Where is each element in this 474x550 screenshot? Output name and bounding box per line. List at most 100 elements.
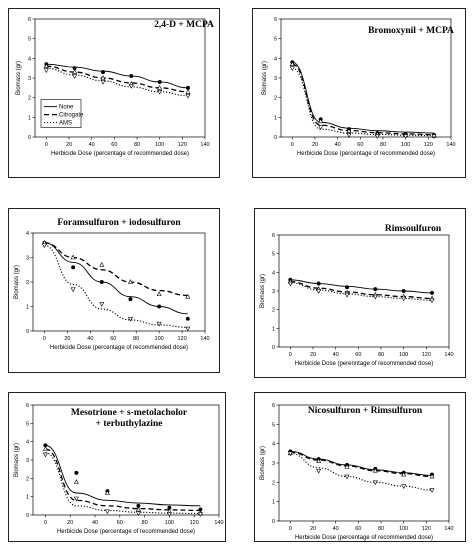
x-tick-label: 60 (117, 520, 123, 526)
data-point-ams (157, 89, 163, 95)
series-line-citrogate (292, 63, 435, 136)
y-tick-label: 5 (28, 37, 31, 43)
data-point-none (99, 279, 104, 285)
data-point-citrogate (72, 69, 78, 74)
series-line-ams (290, 452, 433, 491)
x-axis-label: Herbicide Dose (percentage of recommende… (295, 535, 433, 541)
y-tick-label: 0 (28, 135, 31, 141)
x-axis-label: Herbicide Dose (percentage of recommende… (51, 151, 189, 157)
y-axis-label: Biomass (gr) (262, 61, 268, 95)
data-point-none (157, 304, 162, 309)
x-tick-label: 140 (200, 142, 209, 148)
x-tick-label: 80 (133, 336, 139, 342)
data-point-none (185, 316, 190, 321)
data-point-ams (42, 452, 48, 458)
x-tick-label: 80 (380, 142, 386, 148)
y-tick-label: 1 (26, 305, 29, 311)
data-point-citrogate (372, 467, 378, 473)
chart-panel-4: 0 1 2 3 4 5 6 0 20 40 60 80 100 120 140 Herbicide Dose … (254, 208, 466, 378)
data-point-ams (185, 93, 191, 99)
x-tick-label: 100 (155, 142, 164, 148)
data-point-none (344, 285, 350, 290)
y-tick-label: 3 (26, 458, 29, 464)
data-point-ams (372, 480, 378, 486)
y-tick-label: 3 (272, 289, 275, 295)
y-tick-label: 1 (272, 326, 275, 332)
data-point-citrogate (185, 293, 191, 299)
y-tick-label: 4 (26, 440, 29, 446)
data-point-citrogate (70, 254, 76, 260)
series-line-ams (46, 67, 189, 97)
data-point-ams (346, 133, 352, 138)
x-tick-label: 80 (134, 142, 140, 148)
x-tick-label: 40 (335, 142, 341, 148)
x-tick-label: 60 (111, 142, 117, 148)
y-tick-label: 3 (272, 461, 275, 467)
x-tick-label: 100 (155, 336, 164, 342)
data-point-citrogate (344, 464, 350, 469)
series-line-none (290, 279, 433, 294)
data-point-citrogate (318, 118, 324, 124)
data-point-ams (287, 281, 293, 287)
data-point-ams (128, 84, 134, 89)
data-point-citrogate (289, 61, 295, 67)
x-tick-label: 20 (310, 526, 316, 532)
data-point-ams (72, 74, 78, 79)
x-tick-label: 0 (44, 520, 47, 526)
x-tick-label: 80 (378, 526, 384, 532)
y-tick-label: 3 (26, 256, 29, 262)
y-tick-label: 6 (26, 403, 29, 409)
data-point-none (74, 470, 79, 475)
data-point-citrogate (43, 63, 49, 68)
legend-label: Citrogate (59, 113, 84, 119)
data-point-ams (401, 484, 407, 490)
data-point-citrogate (73, 479, 79, 484)
chart-panel-2: 0 1 2 3 4 5 6 0 20 40 60 80 100 120 140 Herbicide Dose … (252, 8, 466, 178)
y-tick-label: 5 (272, 252, 275, 258)
series-line-ams (45, 452, 201, 515)
x-axis-label: Herbicide Dose (perenntage of recommende… (295, 361, 433, 367)
y-tick-label: 4 (26, 231, 29, 237)
y-tick-label: 0 (272, 345, 275, 351)
series-line-none (292, 61, 435, 134)
x-tick-label: 60 (355, 526, 361, 532)
y-tick-label: 6 (272, 233, 275, 239)
y-tick-label: 4 (272, 270, 275, 276)
y-tick-label: 4 (272, 442, 275, 448)
chart-panel-6: 0 1 2 3 4 5 6 0 20 40 60 80 100 120 140 Herbicide Dose … (254, 392, 466, 542)
data-point-none (128, 297, 133, 302)
data-point-citrogate (429, 473, 435, 479)
data-point-ams (344, 474, 350, 480)
y-tick-label: 1 (274, 115, 277, 121)
data-point-ams (289, 66, 295, 71)
chart-panel-5: 0 1 2 3 4 5 6 0 20 40 60 80 100 120 140 Herbicide Dose … (8, 392, 226, 542)
data-point-citrogate (42, 446, 48, 451)
data-point-none (100, 70, 106, 75)
data-point-ams (344, 292, 350, 298)
y-tick-label: 5 (274, 37, 277, 43)
data-point-ams (374, 134, 380, 139)
series-line-citrogate (45, 448, 201, 512)
data-point-ams (100, 80, 106, 85)
data-point-none (129, 73, 134, 79)
data-point-ams (127, 316, 133, 322)
plot-frame (278, 234, 450, 348)
series-line-none (290, 450, 433, 477)
x-tick-label: 0 (289, 352, 292, 358)
y-axis-label: Biomass (gr) (14, 443, 20, 477)
y-axis-label: Biomass (gr) (14, 265, 20, 299)
data-point-citrogate (100, 75, 106, 80)
series-line-none (44, 242, 188, 315)
x-tick-label: 80 (142, 520, 148, 526)
x-axis-label: Herbicide Dose (percentage of recommende… (57, 529, 195, 535)
legend-label: None (59, 105, 74, 111)
x-tick-label: 140 (444, 352, 453, 358)
data-point-ams (104, 509, 110, 515)
x-tick-label: 60 (110, 336, 116, 342)
data-point-ams (429, 488, 435, 493)
data-point-none (401, 288, 406, 294)
